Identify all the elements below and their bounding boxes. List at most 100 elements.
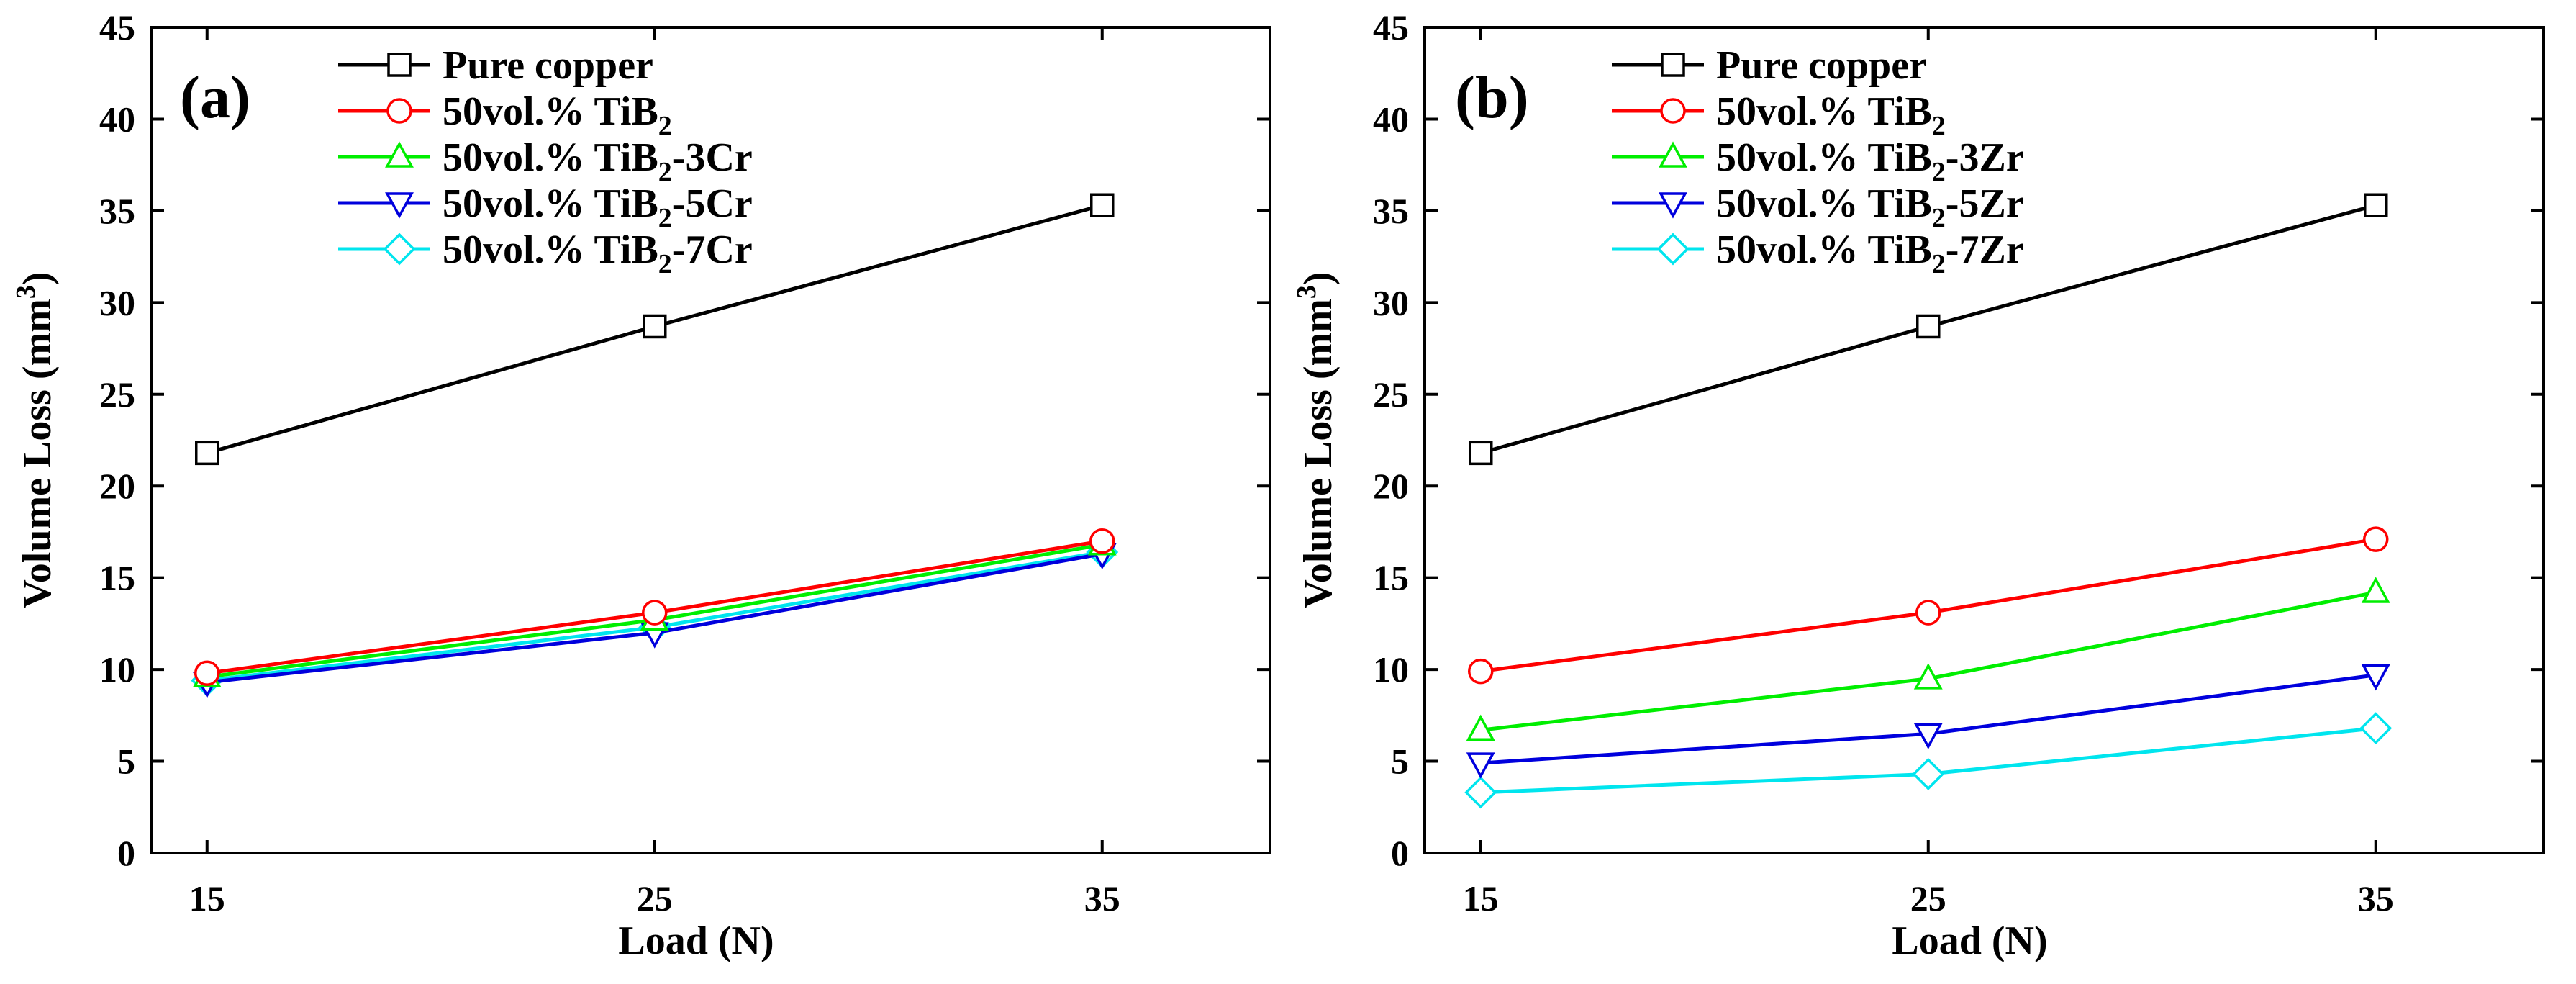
plot-frame: [1423, 26, 2545, 854]
data-point: [1915, 600, 1941, 626]
legend-label: Pure copper: [443, 43, 653, 88]
legend-label: 50vol.% TiB2-3Cr: [443, 135, 753, 187]
x-axis-label: Load (N): [618, 918, 774, 963]
y-axis-label-superscript: 3: [11, 285, 41, 299]
y-axis-label-main: Volume Loss (mm: [1296, 299, 1341, 608]
legend-item: 50vol.% TiB2-3Zr: [1612, 135, 2024, 187]
data-point: [2364, 193, 2388, 217]
data-point: [2361, 664, 2390, 691]
y-axis-label-superscript: 3: [1292, 285, 1322, 299]
legend-label-part: 50vol.% TiB: [1716, 181, 1932, 226]
y-tick-label: 30: [1373, 282, 1409, 322]
legend-item: 50vol.% TiB2-5Zr: [1612, 181, 2024, 233]
x-tick-label: 35: [1084, 878, 1120, 918]
legend-marker: [385, 141, 414, 168]
series-pure-copper: [1469, 193, 2388, 466]
legend-subscript: 2: [1932, 249, 1946, 279]
y-axis-label-close: ): [15, 271, 60, 285]
legend-subscript: 2: [1932, 157, 1946, 187]
data-point: [1466, 752, 1495, 779]
legend-label: 50vol.% TiB2-7Cr: [443, 227, 753, 279]
y-axis-label: Volume Loss (mm3): [11, 271, 60, 608]
legend-label-part: Pure copper: [1716, 43, 1927, 88]
y-tick-label: 20: [1373, 466, 1409, 506]
y-tick-label: 10: [99, 649, 135, 690]
data-point: [2359, 712, 2393, 745]
y-axis-label-main: Volume Loss (mm: [15, 299, 60, 608]
data-point: [1913, 663, 1943, 690]
data-point: [2363, 526, 2389, 552]
data-point: [2361, 577, 2390, 603]
legend-label: 50vol.% TiB2-5Zr: [1716, 181, 2024, 233]
legend-marker: [1656, 233, 1690, 266]
y-tick-label: 20: [99, 466, 135, 506]
data-point: [1090, 193, 1115, 217]
legend-label-part: -5Cr: [672, 181, 753, 226]
legend-item: 50vol.% TiB2-5Cr: [338, 181, 753, 233]
legend-label: 50vol.% TiB2: [1716, 89, 1946, 141]
legend-label-part: 50vol.% TiB: [443, 181, 658, 226]
series-50vol-tib2: [194, 528, 1115, 686]
series-50vol-tib2: [1468, 526, 2389, 685]
legend-marker: [385, 192, 414, 219]
legend-label-part: -3Zr: [1946, 135, 2024, 180]
legend-marker: [383, 233, 416, 266]
data-point: [1912, 757, 1945, 790]
legend-label: 50vol.% TiB2-3Zr: [1716, 135, 2024, 187]
data-point: [195, 441, 219, 466]
legend-label-part: -5Zr: [1946, 181, 2024, 226]
plot-frame: [150, 26, 1271, 854]
chart-panel-a: 0 5 10 15 20 25 30 35 40 45 15 25 35 Load (N) Volume L…: [11, 7, 1271, 963]
legend-subscript: 2: [658, 157, 672, 187]
y-tick-label: 45: [1373, 7, 1409, 48]
panel-label: (a): [180, 64, 250, 131]
series-50vol-tib2-7zr: [1464, 712, 2393, 809]
y-tick-label: 0: [117, 833, 135, 873]
y-tick-label: 30: [99, 282, 135, 322]
legend-item: 50vol.% TiB2-7Cr: [338, 227, 753, 279]
legend-label-part: 50vol.% TiB: [1716, 227, 1932, 272]
y-tick-label: 5: [117, 741, 135, 782]
y-tick-label: 25: [99, 374, 135, 415]
data-point: [642, 600, 668, 626]
y-tick-label: 0: [1391, 833, 1409, 873]
x-tick-label: 15: [1463, 878, 1499, 918]
data-point: [1916, 314, 1941, 339]
legend-item: Pure copper: [338, 43, 653, 88]
y-tick-label: 35: [1373, 191, 1409, 231]
y-tick-label: 40: [99, 99, 135, 139]
data-point: [643, 314, 667, 339]
y-tick-label: 45: [99, 7, 135, 48]
legend-label-part: 50vol.% TiB: [443, 135, 658, 180]
legend-marker: [386, 98, 412, 124]
legend-subscript: 2: [1932, 203, 1946, 233]
legend-label-part: -7Zr: [1946, 227, 2024, 272]
data-point: [1468, 658, 1494, 685]
y-tick-label: 15: [1373, 558, 1409, 598]
legend-marker: [1659, 141, 1687, 168]
y-tick-label: 15: [99, 558, 135, 598]
legend-subscript: 2: [658, 249, 672, 279]
x-tick-label: 25: [1910, 878, 1946, 918]
chart-panel-b: 0 5 10 15 20 25 30 35 40 45 15 25 35 Load (N) Volume L…: [1292, 7, 2545, 963]
data-point: [194, 660, 220, 686]
x-tick-label: 25: [637, 878, 673, 918]
data-point: [1466, 714, 1495, 741]
data-point: [1913, 723, 1943, 749]
legend-marker: [1661, 53, 1685, 77]
y-tick-label: 40: [1373, 99, 1409, 139]
legend-item: 50vol.% TiB2: [1612, 89, 1946, 141]
legend-label-part: -3Cr: [672, 135, 753, 180]
y-tick-label: 25: [1373, 374, 1409, 415]
legend-item: 50vol.% TiB2: [338, 89, 672, 141]
legend-label: Pure copper: [1716, 43, 1927, 88]
legend-marker: [1659, 192, 1687, 219]
legend-label: 50vol.% TiB2-7Zr: [1716, 227, 2024, 279]
y-tick-label: 35: [99, 191, 135, 231]
legend-item: Pure copper: [1612, 43, 1927, 88]
legend-subscript: 2: [1932, 111, 1946, 141]
y-tick-label: 10: [1373, 649, 1409, 690]
